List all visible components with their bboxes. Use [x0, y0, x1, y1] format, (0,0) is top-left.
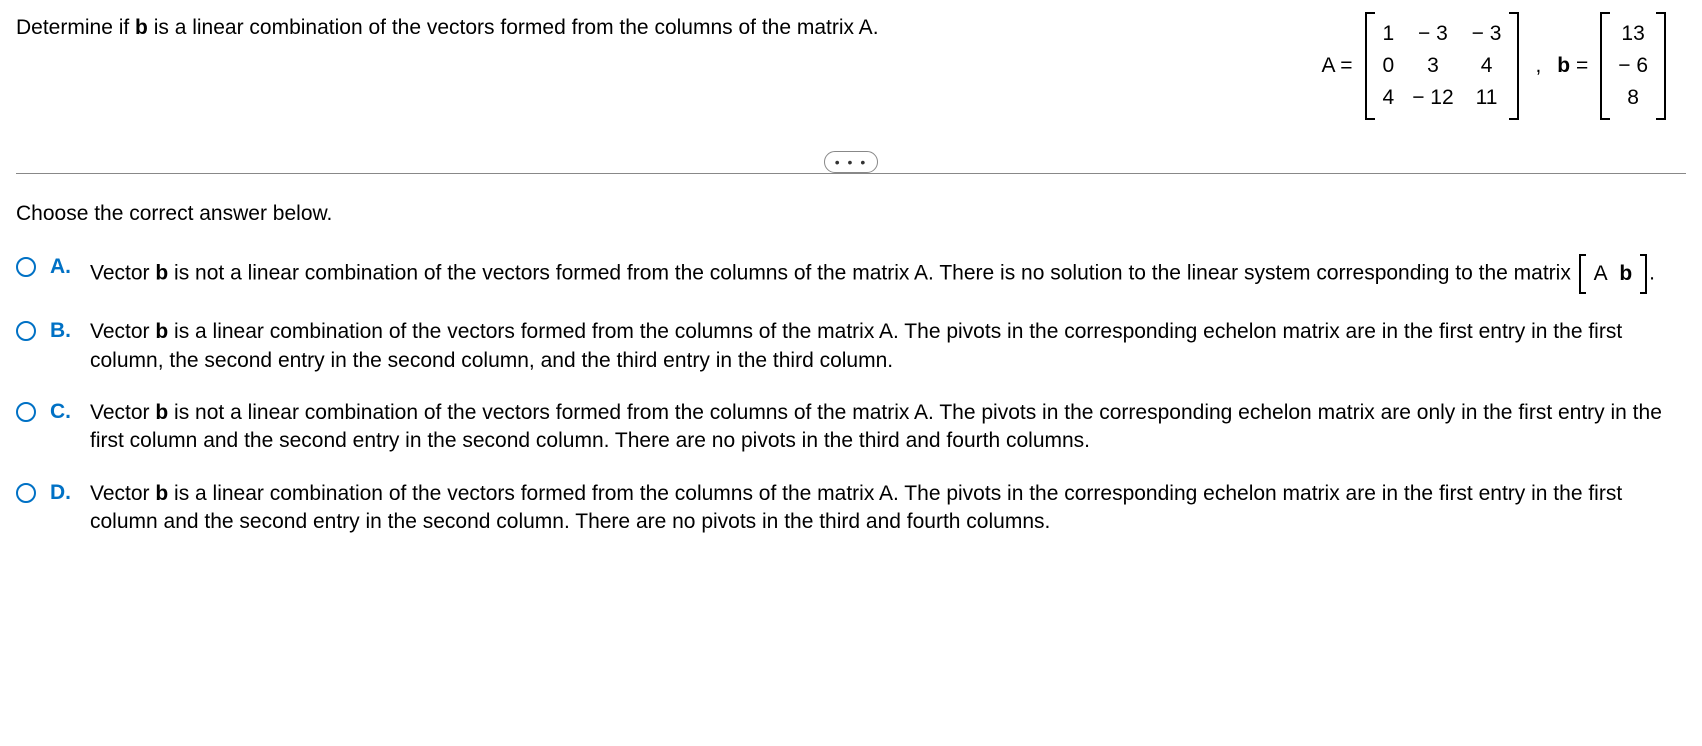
inline-augmented-matrix: A b [1579, 254, 1648, 294]
option-radio[interactable] [16, 483, 36, 503]
matrix-cell: 3 [1427, 54, 1439, 78]
bracket-left [1600, 12, 1610, 120]
option-letter: A. [50, 255, 76, 279]
matrix-comma: , [1535, 54, 1541, 78]
option-letter: D. [50, 481, 76, 505]
option-row: D. Vector b is a linear combination of th… [16, 480, 1686, 537]
matrix-cell: 1 [1383, 22, 1395, 46]
option-radio[interactable] [16, 321, 36, 341]
matrix-cell: 11 [1476, 86, 1498, 110]
matrix-cell: 0 [1383, 54, 1395, 78]
bold-vector: b [155, 320, 168, 343]
section-divider: • • • [16, 150, 1686, 174]
option-body: Vector b is not a linear combination of … [90, 254, 1686, 294]
question-row: Determine if b is a linear combination o… [16, 12, 1686, 120]
matrix-cell: − 6 [1618, 54, 1648, 78]
question-bold-b: b [135, 16, 148, 39]
option-row: C. Vector b is not a linear combination o… [16, 399, 1686, 456]
bold-vector: b [155, 262, 168, 285]
expand-button[interactable]: • • • [824, 151, 878, 173]
matrix-b-label-bold: b [1557, 54, 1570, 77]
option-radio[interactable] [16, 257, 36, 277]
matrix-cell: − 3 [1418, 22, 1448, 46]
options-list: A. Vector b is not a linear combination o… [16, 254, 1686, 536]
matrix-cell: 4 [1383, 86, 1395, 110]
option-body: Vector b is a linear combination of the … [90, 318, 1686, 375]
vector-b: 13 − 6 8 [1600, 12, 1666, 120]
option-letter: C. [50, 400, 76, 424]
option-letter: B. [50, 319, 76, 343]
bracket-left [1365, 12, 1375, 120]
option-body: Vector b is not a linear combination of … [90, 399, 1686, 456]
option-radio[interactable] [16, 402, 36, 422]
answer-prompt: Choose the correct answer below. [16, 202, 1686, 226]
matrix-cell: 4 [1481, 54, 1493, 78]
question-post: is a linear combination of the vectors f… [148, 16, 879, 39]
matrix-cell: 8 [1627, 86, 1639, 110]
bracket-right [1509, 12, 1519, 120]
option-body: Vector b is a linear combination of the … [90, 480, 1686, 537]
vector-b-grid: 13 − 6 8 [1610, 12, 1656, 120]
bold-vector: b [155, 482, 168, 505]
math-area: A = 1 − 3 − 3 0 3 4 4 − 12 11 , b = 13 − 6 8 [1322, 12, 1686, 120]
matrix-cell: − 12 [1412, 86, 1453, 110]
matrix-a: 1 − 3 − 3 0 3 4 4 − 12 11 [1365, 12, 1520, 120]
matrix-b-label: b = [1557, 54, 1588, 78]
option-row: B. Vector b is a linear combination of th… [16, 318, 1686, 375]
bracket-right [1656, 12, 1666, 120]
option-row: A. Vector b is not a linear combination o… [16, 254, 1686, 294]
matrix-a-grid: 1 − 3 − 3 0 3 4 4 − 12 11 [1375, 12, 1510, 120]
matrix-cell: − 3 [1472, 22, 1502, 46]
matrix-a-label: A = [1322, 54, 1353, 78]
matrix-cell: 13 [1621, 22, 1644, 46]
bold-vector: b [155, 401, 168, 424]
question-text: Determine if b is a linear combination o… [16, 12, 1282, 40]
question-pre: Determine if [16, 16, 135, 39]
